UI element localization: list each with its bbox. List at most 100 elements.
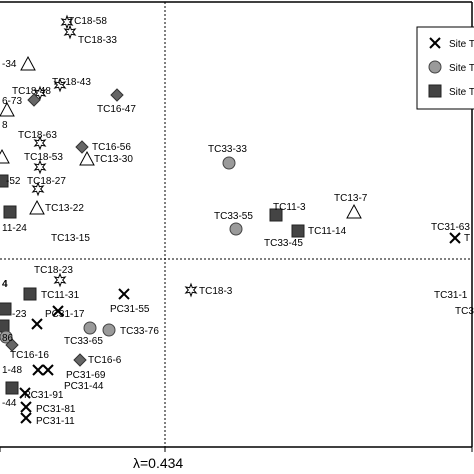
point-marker-triangle-7 xyxy=(0,101,15,117)
legend-marker-square xyxy=(428,84,442,98)
point-marker-x-37 xyxy=(31,318,43,330)
point-marker-x-48 xyxy=(42,364,54,376)
point-marker-diamond-44 xyxy=(5,338,19,352)
point-marker-star-4 xyxy=(33,85,47,101)
point-label: TC18-43 xyxy=(52,77,91,88)
point-label: TC33-55 xyxy=(214,211,253,222)
point-marker-square-51 xyxy=(5,381,19,395)
point-marker-triangle-12 xyxy=(79,150,95,166)
point-label: TC11-3 xyxy=(273,202,306,213)
point-label: PC31-55 xyxy=(110,304,150,315)
point-label: TC18-23 xyxy=(34,265,73,276)
point-marker-star-15 xyxy=(31,181,45,197)
point-label: TC16-47 xyxy=(97,104,136,115)
point-marker-square-23 xyxy=(291,224,305,238)
point-marker-triangle-20 xyxy=(346,203,362,219)
point-marker-x-47 xyxy=(32,364,44,376)
point-label: TC31-1 xyxy=(434,290,468,301)
point-label: 8 xyxy=(2,120,8,131)
point-marker-diamond-5 xyxy=(27,93,41,107)
point-marker-triangle-2 xyxy=(20,55,36,71)
point-label: TC11-31 xyxy=(41,290,80,301)
point-label: TC13-22 xyxy=(45,203,84,214)
legend-marker-x xyxy=(429,37,441,49)
legend-label-3: Site T xyxy=(449,87,474,98)
point-label: TC33-45 xyxy=(264,238,303,249)
point-label: 4 xyxy=(2,279,8,290)
point-label: TC3 xyxy=(455,306,474,317)
point-label: TC13-30 xyxy=(94,154,133,165)
point-marker-x-53 xyxy=(20,401,32,413)
point-label: TC16-16 xyxy=(10,350,49,361)
point-label: PC31-69 xyxy=(66,370,106,381)
point-label: TC18-33 xyxy=(78,35,117,46)
point-label: TC18-27 xyxy=(27,176,66,187)
point-label: TC16-56 xyxy=(92,142,131,153)
point-marker-diamond-10 xyxy=(75,140,89,154)
point-label: TC33-65 xyxy=(64,336,103,347)
point-label: 86 xyxy=(2,333,14,344)
legend: Site T Site T Site T xyxy=(416,26,474,110)
point-label: TC18-58 xyxy=(68,16,107,27)
legend-label-1: Site T xyxy=(449,39,474,50)
point-marker-x-30 xyxy=(118,288,130,300)
point-label: TC31-63 xyxy=(431,222,470,233)
point-label: -44 xyxy=(2,398,17,409)
point-marker-x-25 xyxy=(449,232,461,244)
point-label: TC11-14 xyxy=(308,226,347,237)
point-marker-circle-42 xyxy=(0,330,13,344)
point-marker-square-38 xyxy=(0,319,10,333)
point-label: TC18-48 xyxy=(12,86,51,97)
point-marker-diamond-6 xyxy=(110,88,124,102)
point-label: PC31-17 xyxy=(45,309,85,320)
point-label: PC31-91 xyxy=(24,390,64,401)
point-marker-star-27 xyxy=(53,272,67,288)
point-label: 11-24 xyxy=(2,223,27,234)
point-marker-triangle-16 xyxy=(29,199,45,215)
point-label: TC33-76 xyxy=(120,326,159,337)
legend-box xyxy=(416,26,474,110)
point-label: 6-73 xyxy=(2,96,22,107)
point-marker-star-0 xyxy=(60,14,74,30)
labels-layer: TC18-58 TC18-33 -34 TC18-43 TC18-48 6-73… xyxy=(2,16,474,427)
point-marker-x-52 xyxy=(19,387,31,399)
point-label: T xyxy=(464,233,470,244)
point-marker-circle-39 xyxy=(83,321,97,335)
point-marker-diamond-46 xyxy=(73,353,87,367)
point-label: 1-48 xyxy=(2,365,22,376)
point-marker-square-35 xyxy=(0,302,12,316)
point-marker-star-32 xyxy=(184,282,198,298)
point-label: PC31-11 xyxy=(36,416,75,427)
point-label: TC13-7 xyxy=(334,193,368,204)
markers-layer xyxy=(0,14,461,424)
point-marker-square-17 xyxy=(3,205,17,219)
point-label: TC16-6 xyxy=(88,355,122,366)
point-marker-circle-40 xyxy=(102,323,116,337)
point-marker-star-1 xyxy=(63,24,77,40)
point-marker-x-54 xyxy=(20,412,32,424)
point-label: TC18-63 xyxy=(18,130,57,141)
x-axis-annotation: λ=0.434 xyxy=(133,455,183,471)
point-label: -23 xyxy=(12,309,27,320)
point-label: -34 xyxy=(2,59,17,70)
point-marker-star-11 xyxy=(33,159,47,175)
point-marker-x-36 xyxy=(52,305,64,317)
point-label: TC18-3 xyxy=(199,286,233,297)
point-label: PC31-81 xyxy=(36,404,76,415)
point-marker-star-9 xyxy=(33,135,47,151)
point-marker-square-14 xyxy=(0,174,9,188)
point-marker-circle-22 xyxy=(229,222,243,236)
point-label: TC33-33 xyxy=(208,144,247,155)
point-marker-square-29 xyxy=(23,287,37,301)
point-marker-star-3 xyxy=(53,77,67,93)
point-marker-triangle-13 xyxy=(0,148,10,164)
point-label: PC31-44 xyxy=(64,381,104,392)
point-label: TC13-15 xyxy=(51,233,90,244)
legend-label-2: Site T xyxy=(449,63,474,74)
point-label: -52 xyxy=(6,176,21,187)
point-marker-square-21 xyxy=(269,208,283,222)
point-marker-circle-19 xyxy=(222,156,236,170)
legend-marker-circle xyxy=(428,60,442,74)
point-label: TC18-53 xyxy=(24,152,63,163)
